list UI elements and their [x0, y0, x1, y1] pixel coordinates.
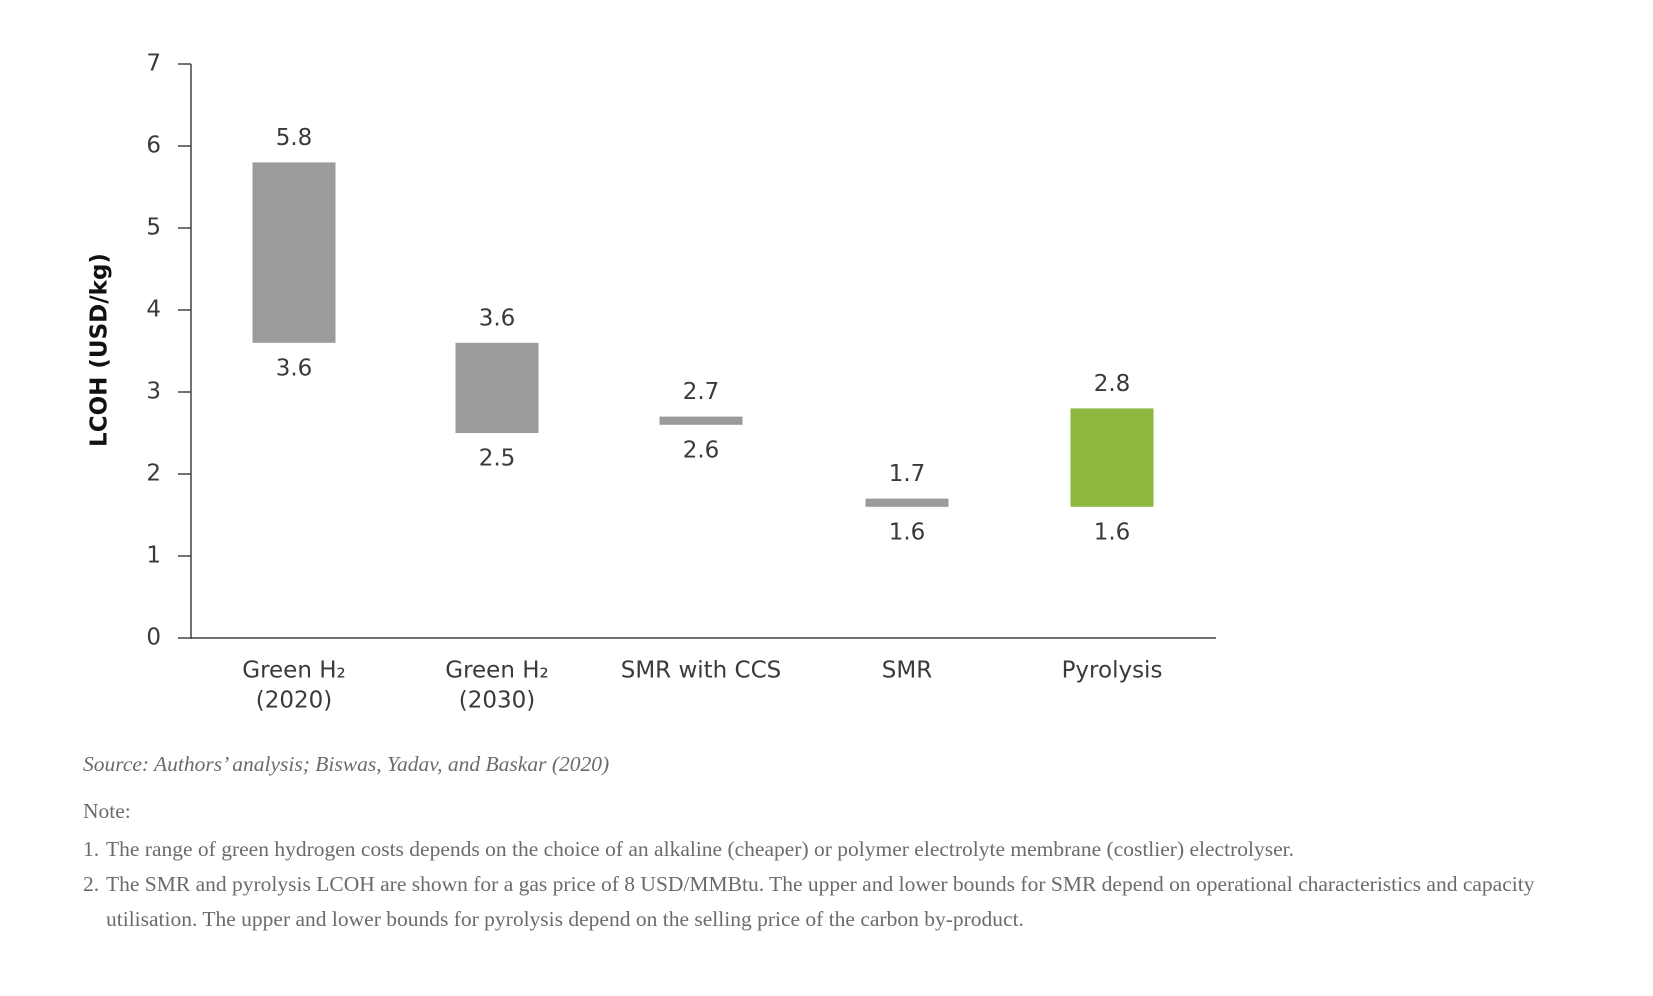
high-label: 2.7: [683, 379, 720, 405]
range-bar: [659, 416, 743, 425]
note-title: Note:: [83, 799, 131, 823]
low-label: 3.6: [276, 355, 313, 381]
range-bar: [455, 342, 539, 433]
y-tick-label: 1: [146, 543, 161, 569]
y-tick-label: 5: [146, 215, 161, 241]
high-label: 3.6: [479, 305, 516, 331]
y-tick-label: 3: [146, 379, 161, 405]
y-tick-label: 7: [146, 51, 161, 77]
y-axis-title: LCOH (USD/kg): [87, 253, 113, 447]
note-text: The SMR and pyrolysis LCOH are shown for…: [106, 872, 1535, 931]
low-label: 1.6: [889, 519, 926, 545]
note-list: 1. The range of green hydrogen costs depe…: [83, 832, 1583, 937]
low-label: 2.6: [683, 437, 720, 463]
note-number: 1.: [83, 837, 100, 861]
low-label: 1.6: [1094, 519, 1131, 545]
range-bar: [252, 162, 336, 343]
high-label: 1.7: [889, 461, 926, 487]
y-tick-label: 6: [146, 133, 161, 159]
x-tick-label: SMR: [882, 658, 932, 684]
range-bar: [1070, 408, 1154, 507]
high-label: 5.8: [276, 125, 313, 151]
note-item: 1. The range of green hydrogen costs depe…: [83, 832, 1553, 867]
x-tick-label: SMR with CCS: [621, 658, 782, 684]
note-number: 2.: [83, 872, 100, 896]
notes: Source: Authors’ analysis; Biswas, Yadav…: [83, 752, 1583, 937]
source: Source: Authors’ analysis; Biswas, Yadav…: [83, 752, 610, 776]
note-text: The range of green hydrogen costs depend…: [106, 837, 1294, 861]
y-tick-label: 0: [146, 625, 161, 651]
x-tick-label: Pyrolysis: [1062, 658, 1163, 684]
x-tick-label: Green H₂: [242, 658, 345, 684]
low-label: 2.5: [479, 446, 516, 472]
x-tick-label: (2020): [256, 688, 332, 714]
high-label: 2.8: [1094, 371, 1131, 397]
range-bar: [865, 498, 949, 507]
x-tick-label: (2030): [459, 688, 535, 714]
y-tick-label: 4: [146, 297, 161, 323]
y-tick-label: 2: [146, 461, 161, 487]
note-item: 2. The SMR and pyrolysis LCOH are shown f…: [83, 867, 1553, 937]
chart: LCOH (USD/kg) 0 1 2 3 4 5 6 7 Green H₂ (2020) 5.8 3…: [87, 51, 1216, 714]
x-tick-label: Green H₂: [445, 658, 548, 684]
